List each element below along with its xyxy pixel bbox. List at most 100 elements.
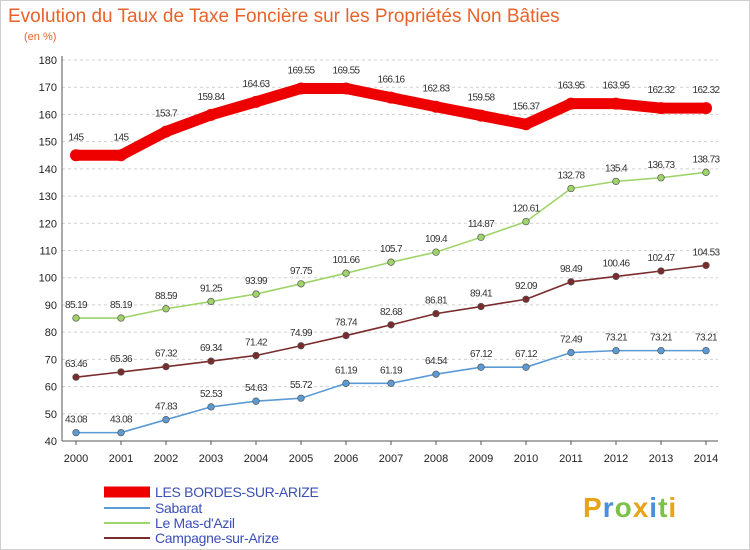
data-label: 93.99 (245, 276, 268, 287)
data-point (207, 403, 215, 411)
data-label: 100.46 (603, 258, 631, 269)
x-tick-label: 2008 (424, 453, 448, 465)
series-lines (70, 82, 712, 437)
data-point (612, 177, 620, 186)
y-tick-label: 150 (39, 137, 57, 149)
data-point (700, 102, 712, 115)
data-label: 69.34 (200, 343, 223, 354)
data-label: 67.12 (515, 349, 538, 360)
y-tick-label: 90 (45, 300, 57, 312)
data-label: 86.81 (425, 296, 448, 307)
data-point (162, 363, 170, 371)
data-label: 91.25 (200, 284, 223, 295)
chart-subtitle: (en %) (24, 31, 56, 43)
data-label: 153.7 (155, 109, 178, 120)
y-tick-label: 60 (45, 382, 57, 394)
data-point (252, 351, 260, 360)
data-point (702, 168, 710, 176)
data-label: 98.49 (560, 264, 583, 275)
x-tick-label: 2013 (649, 453, 673, 465)
x-tick-label: 2004 (244, 453, 268, 465)
data-label: 97.75 (290, 266, 313, 277)
data-point (297, 394, 305, 402)
x-tick-label: 2007 (379, 453, 403, 465)
data-label: 71.42 (245, 337, 268, 348)
data-label: 88.59 (155, 291, 178, 302)
data-point (162, 305, 170, 313)
logo-letter: i (668, 492, 677, 523)
y-tick-label: 130 (39, 191, 57, 203)
data-label: 74.99 (290, 328, 313, 339)
data-point (567, 184, 575, 193)
data-point (297, 280, 305, 288)
data-point (297, 342, 305, 350)
data-label: 169.55 (333, 65, 361, 76)
data-point (522, 217, 530, 226)
data-point (160, 125, 172, 138)
data-label: 162.32 (693, 85, 721, 96)
data-point (522, 295, 530, 303)
data-point (475, 109, 487, 122)
y-tick-label: 160 (39, 109, 57, 121)
data-label: 89.41 (470, 289, 493, 300)
data-label: 164.63 (243, 79, 271, 90)
data-point (205, 108, 217, 121)
data-point (432, 248, 440, 256)
data-label: 136.73 (648, 160, 676, 171)
data-point (430, 100, 442, 113)
data-label: 43.08 (65, 415, 88, 426)
y-tick-label: 80 (45, 327, 57, 339)
data-point (657, 267, 665, 275)
chart-title: Evolution du Taux de Taxe Foncière sur l… (8, 6, 560, 27)
data-point (610, 97, 622, 110)
data-label: 145 (114, 132, 130, 143)
data-label: 72.49 (560, 335, 583, 346)
data-label: 78.74 (335, 318, 358, 329)
data-point (612, 272, 620, 281)
data-label: 65.36 (110, 354, 133, 365)
data-point (387, 258, 395, 266)
data-point (520, 118, 532, 131)
data-label: 61.19 (380, 365, 403, 376)
logo-letter: P (583, 492, 603, 523)
data-point (162, 416, 170, 424)
data-label: 159.58 (468, 93, 496, 104)
data-label: 163.95 (558, 81, 586, 92)
logo-letter: r (603, 492, 615, 523)
data-labels: 43.08 43.08 47.83 52.53 54.63 55.72 61.19 61.19… (65, 65, 721, 425)
data-label: 85.19 (65, 300, 88, 311)
data-label: 67.12 (470, 349, 493, 360)
y-tick-label: 140 (39, 164, 57, 176)
data-label: 85.19 (110, 300, 133, 311)
data-label: 63.46 (65, 359, 88, 370)
series-line (75, 349, 707, 434)
grid-lines (62, 59, 718, 415)
y-tick-label: 70 (45, 354, 57, 366)
data-label: 104.53 (693, 247, 721, 258)
data-point (115, 149, 127, 162)
x-tick-label: 2009 (469, 453, 493, 465)
data-point (702, 346, 710, 355)
data-point (252, 397, 260, 405)
y-tick-label: 120 (39, 218, 57, 230)
data-label: 47.83 (155, 402, 178, 413)
proxiti-logo: Proxiti (583, 492, 677, 523)
data-label: 132.78 (558, 171, 586, 182)
data-point (295, 82, 307, 95)
data-label: 82.68 (380, 307, 403, 318)
data-label: 101.66 (333, 255, 361, 266)
legend-label: Le Mas-d'Azil (155, 515, 235, 531)
x-tick-label: 2012 (604, 453, 628, 465)
data-point (567, 278, 575, 286)
data-point (612, 346, 620, 355)
data-point (477, 302, 485, 311)
data-point (387, 379, 395, 387)
x-tick-label: 2000 (64, 453, 88, 465)
y-tick-labels: 40 50 60 70 80 90 100 110 120 130 140 150 160 170 180 (39, 55, 57, 448)
legend-label: Campagne-sur-Arize (155, 530, 279, 546)
data-point (702, 261, 710, 270)
data-point (72, 373, 80, 381)
data-point (342, 269, 350, 277)
legend-label: LES BORDES-SUR-ARIZE (155, 484, 319, 500)
